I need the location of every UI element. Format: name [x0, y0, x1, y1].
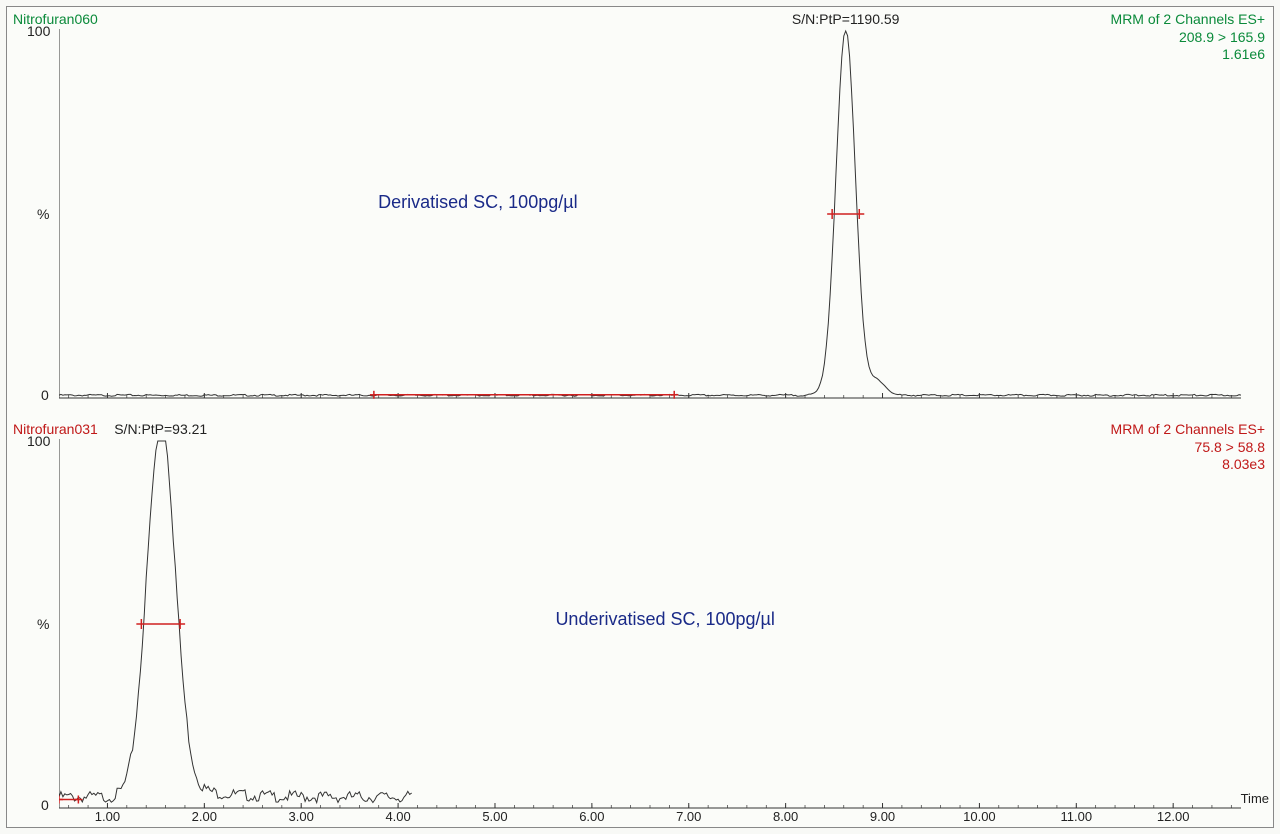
plot-area-top: 1000%S/N:PtP=1190.59Derivatised SC, 100p… [59, 29, 1241, 399]
panel-bottom: Nitrofuran031 MRM of 2 Channels ES+ 75.8… [7, 417, 1273, 827]
xtick: 1.00 [95, 809, 120, 824]
sn-label: S/N:PtP=1190.59 [792, 11, 900, 27]
xtick: 9.00 [870, 809, 895, 824]
xaxis-label: Time [1241, 791, 1269, 806]
chromatogram-svg-top [59, 29, 1241, 399]
xtick: 11.00 [1060, 809, 1092, 824]
xtick: 8.00 [773, 809, 798, 824]
meta-line1-top: MRM of 2 Channels ES+ [1111, 11, 1265, 29]
xtick: 4.00 [385, 809, 410, 824]
ytick-100: 100 [27, 23, 50, 39]
xtick: 3.00 [289, 809, 314, 824]
yaxis-unit: % [37, 206, 49, 222]
sn-label: S/N:PtP=93.21 [114, 421, 207, 437]
sample-id-top: Nitrofuran060 [13, 11, 98, 27]
chromatogram-frame: Nitrofuran060 MRM of 2 Channels ES+ 208.… [6, 6, 1274, 828]
yaxis-unit: % [37, 616, 49, 632]
xtick: 7.00 [676, 809, 701, 824]
xtick: 6.00 [579, 809, 604, 824]
panel-description: Derivatised SC, 100pg/µl [378, 192, 577, 213]
xtick: 10.00 [963, 809, 996, 824]
sample-id-bot: Nitrofuran031 [13, 421, 98, 437]
xtick: 12.00 [1157, 809, 1190, 824]
panel-description: Underivatised SC, 100pg/µl [555, 609, 775, 630]
ytick-100: 100 [27, 433, 50, 449]
xtick: 2.00 [192, 809, 217, 824]
panel-top: Nitrofuran060 MRM of 2 Channels ES+ 208.… [7, 7, 1273, 417]
xtick: 5.00 [482, 809, 507, 824]
ytick-0: 0 [41, 797, 49, 813]
meta-line1-bot: MRM of 2 Channels ES+ [1111, 421, 1265, 439]
plot-area-bot: 1000%1.002.003.004.005.006.007.008.009.0… [59, 439, 1241, 809]
ytick-0: 0 [41, 387, 49, 403]
